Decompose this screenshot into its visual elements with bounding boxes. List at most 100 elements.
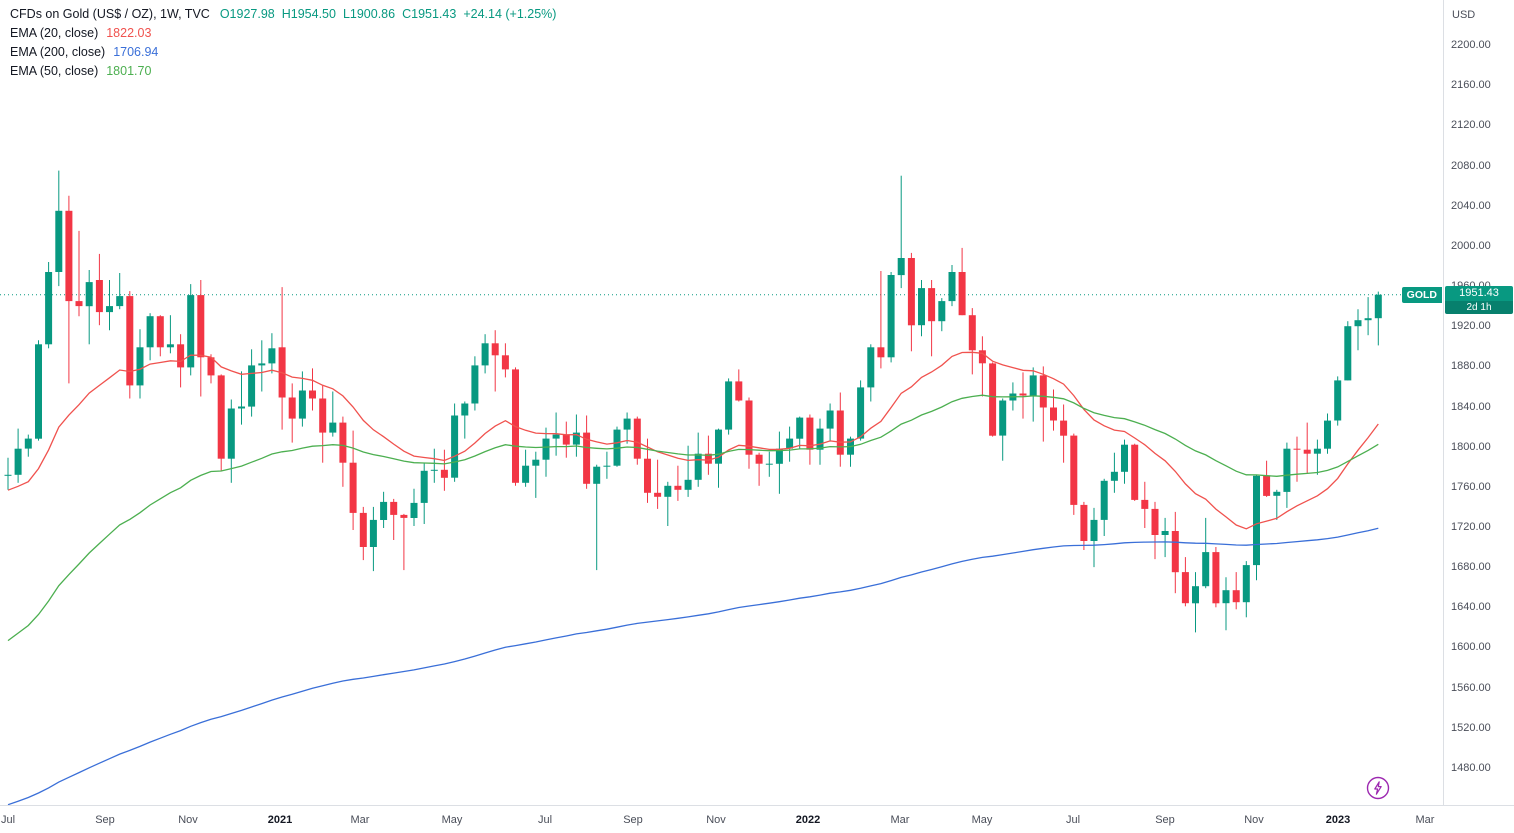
candle[interactable] bbox=[978, 336, 986, 397]
candle[interactable] bbox=[1019, 372, 1027, 419]
candle[interactable] bbox=[451, 403, 459, 482]
candle[interactable] bbox=[1324, 413, 1331, 454]
candle[interactable] bbox=[907, 252, 915, 352]
candle[interactable] bbox=[583, 415, 591, 489]
candle[interactable] bbox=[1212, 547, 1220, 608]
candle[interactable] bbox=[857, 380, 865, 441]
candle[interactable] bbox=[735, 369, 743, 402]
candle[interactable] bbox=[623, 412, 631, 444]
candle[interactable] bbox=[654, 459, 662, 509]
candle[interactable] bbox=[369, 506, 377, 572]
candle[interactable] bbox=[319, 385, 327, 463]
candle[interactable] bbox=[786, 426, 794, 462]
candle[interactable] bbox=[938, 298, 946, 332]
candle[interactable] bbox=[593, 464, 601, 571]
candle[interactable] bbox=[877, 271, 885, 369]
candle[interactable] bbox=[1344, 321, 1352, 381]
candle[interactable] bbox=[187, 284, 195, 376]
candle[interactable] bbox=[238, 371, 245, 425]
candle[interactable] bbox=[1131, 443, 1139, 501]
candle[interactable] bbox=[826, 403, 834, 442]
ema-20-legend[interactable]: EMA (20, close) 1822.03 bbox=[10, 24, 563, 43]
candle[interactable] bbox=[288, 383, 296, 443]
candle[interactable] bbox=[207, 354, 215, 384]
candle[interactable] bbox=[1374, 291, 1382, 346]
candle[interactable] bbox=[999, 398, 1007, 461]
candle[interactable] bbox=[948, 265, 956, 307]
candle[interactable] bbox=[522, 449, 530, 487]
candle[interactable] bbox=[1121, 439, 1128, 484]
candle[interactable] bbox=[85, 270, 93, 345]
candle[interactable] bbox=[1171, 511, 1179, 594]
candle[interactable] bbox=[248, 349, 256, 417]
candle[interactable] bbox=[166, 315, 174, 354]
candle[interactable] bbox=[1050, 389, 1057, 431]
candle[interactable] bbox=[715, 428, 722, 488]
candle[interactable] bbox=[1029, 367, 1037, 422]
candle[interactable] bbox=[745, 397, 753, 469]
candle[interactable] bbox=[197, 280, 205, 397]
price-axis[interactable]: USD 2200.00 2160.00 2120.00 2080.00 2040.00 2… bbox=[1443, 0, 1514, 805]
candle[interactable] bbox=[268, 333, 276, 374]
candle[interactable] bbox=[684, 445, 692, 497]
candle[interactable] bbox=[65, 195, 73, 384]
candle[interactable] bbox=[633, 416, 641, 465]
candle[interactable] bbox=[339, 416, 347, 487]
candle[interactable] bbox=[461, 401, 469, 439]
candle[interactable] bbox=[390, 498, 398, 540]
candle[interactable] bbox=[491, 330, 499, 392]
candle[interactable] bbox=[1161, 517, 1169, 558]
candle[interactable] bbox=[217, 374, 225, 471]
candle[interactable] bbox=[1222, 577, 1230, 631]
candle[interactable] bbox=[14, 428, 22, 483]
candle[interactable] bbox=[816, 418, 824, 465]
candle[interactable] bbox=[1303, 422, 1311, 474]
candle[interactable] bbox=[603, 451, 611, 479]
candle[interactable] bbox=[440, 449, 448, 491]
candle[interactable] bbox=[1202, 517, 1210, 589]
candle[interactable] bbox=[75, 230, 83, 317]
candle[interactable] bbox=[298, 371, 306, 427]
candle[interactable] bbox=[359, 506, 367, 561]
candlestick-chart[interactable] bbox=[0, 0, 1443, 805]
candle[interactable] bbox=[1232, 572, 1240, 610]
symbol-flag-badge[interactable]: GOLD bbox=[1401, 287, 1442, 303]
candle[interactable] bbox=[1080, 501, 1088, 550]
ema-200-legend[interactable]: EMA (200, close) 1706.94 bbox=[10, 43, 563, 62]
candle[interactable] bbox=[420, 462, 428, 524]
candle[interactable] bbox=[1253, 474, 1260, 581]
time-axis[interactable]: Jul Sep Nov 2021 Mar May Jul Sep Nov 2022 Mar May Ju… bbox=[0, 805, 1514, 833]
candle[interactable] bbox=[349, 430, 357, 530]
candle[interactable] bbox=[106, 280, 113, 331]
candle[interactable] bbox=[958, 247, 966, 316]
candle[interactable] bbox=[918, 280, 925, 337]
candle[interactable] bbox=[400, 513, 408, 571]
candle[interactable] bbox=[1273, 489, 1281, 520]
candle[interactable] bbox=[1313, 439, 1321, 475]
candle[interactable] bbox=[329, 391, 337, 437]
candle[interactable] bbox=[156, 315, 164, 357]
candle[interactable] bbox=[481, 334, 489, 374]
candle[interactable] bbox=[136, 329, 144, 399]
candle[interactable] bbox=[1110, 452, 1118, 493]
candle[interactable] bbox=[532, 451, 540, 498]
candle[interactable] bbox=[1334, 376, 1342, 426]
candle[interactable] bbox=[674, 465, 682, 501]
candle[interactable] bbox=[258, 340, 266, 392]
symbol-legend-row[interactable]: CFDs on Gold (US$ / OZ), 1W, TVC O1927.98… bbox=[10, 5, 563, 24]
candle[interactable] bbox=[572, 414, 580, 457]
candle[interactable] bbox=[24, 434, 32, 457]
candle[interactable] bbox=[968, 308, 976, 375]
candle[interactable] bbox=[1090, 507, 1098, 568]
candle[interactable] bbox=[928, 280, 936, 357]
candle[interactable] bbox=[796, 416, 804, 449]
candle[interactable] bbox=[1263, 460, 1271, 497]
candle[interactable] bbox=[542, 427, 550, 477]
candle[interactable] bbox=[1151, 501, 1159, 560]
candle[interactable] bbox=[1100, 478, 1108, 536]
candle[interactable] bbox=[1070, 433, 1078, 515]
candle[interactable] bbox=[501, 343, 509, 378]
candle[interactable] bbox=[664, 481, 672, 526]
candle[interactable] bbox=[430, 448, 438, 483]
candle[interactable] bbox=[897, 175, 905, 289]
